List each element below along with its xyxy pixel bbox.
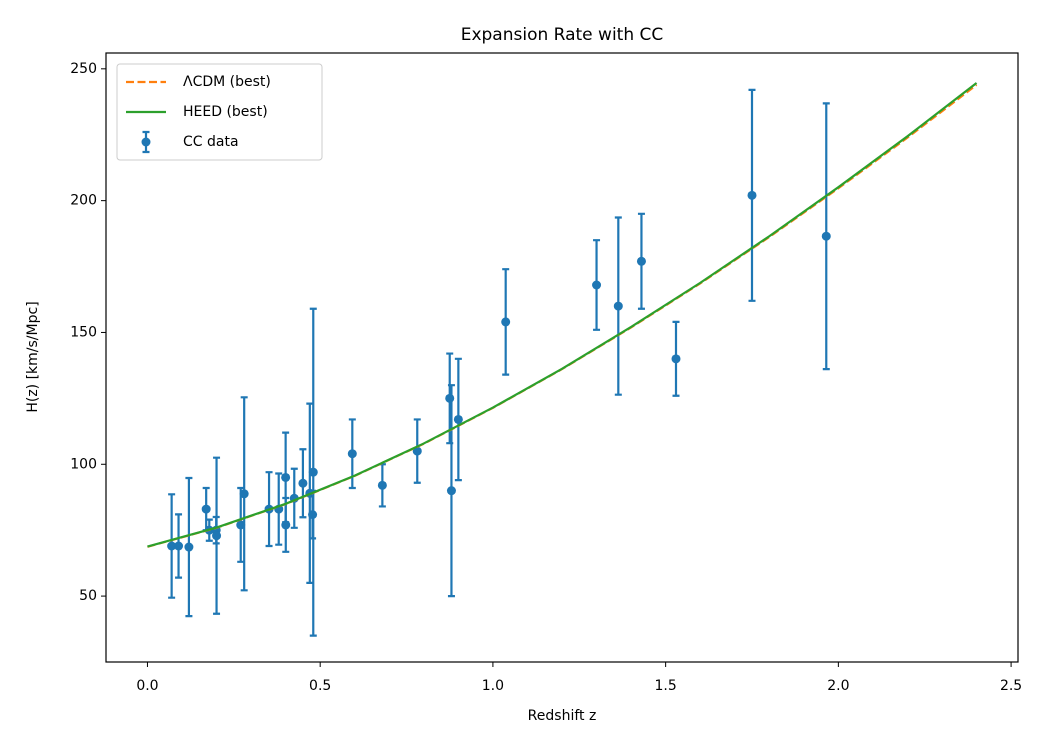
data-point [412, 446, 422, 456]
data-point [445, 393, 455, 403]
y-tick-label: 150 [70, 324, 97, 340]
data-point [174, 541, 184, 551]
line [147, 82, 978, 548]
data-point [821, 231, 831, 241]
data-point [636, 256, 646, 266]
x-tick-label: 2.0 [827, 678, 849, 694]
data-point [453, 414, 463, 424]
data-point [747, 190, 757, 200]
x-tick-label: 1.5 [655, 678, 677, 694]
x-tick-label: 0.5 [309, 678, 331, 694]
data-point [298, 478, 308, 488]
data-point [201, 504, 211, 514]
x-axis-label: Redshift z [528, 708, 597, 724]
legend-box [116, 63, 323, 161]
data-point [239, 489, 249, 499]
y-tick-label: 100 [70, 456, 97, 472]
data-point [446, 486, 456, 496]
data-point [184, 542, 194, 552]
legend-label: CC data [183, 134, 239, 150]
data-point [281, 520, 291, 530]
chart-title: Expansion Rate with CC [461, 25, 664, 45]
data-point [167, 541, 177, 551]
plot-frame [105, 52, 1019, 663]
y-tick-label: 200 [70, 193, 97, 209]
y-axis-label: H(z) [km/s/Mpc] [25, 301, 41, 412]
data-point [671, 354, 681, 364]
data-point [236, 520, 246, 530]
data-point [281, 472, 291, 482]
y-tick-label: 250 [70, 61, 97, 77]
x-tick-label: 1.0 [482, 678, 504, 694]
x-tick-label: 0.0 [136, 678, 158, 694]
legend-label: HEED (best) [183, 104, 268, 120]
data-point [212, 531, 222, 541]
y-tick-label: 50 [79, 588, 97, 604]
data-point [347, 449, 357, 459]
data-point [613, 301, 623, 311]
data-point [377, 480, 387, 490]
data-point [592, 280, 602, 290]
legend-label: ΛCDM (best) [183, 74, 271, 90]
x-tick-label: 2.5 [1000, 678, 1022, 694]
data-point [501, 317, 511, 327]
legend-marker [141, 137, 151, 147]
data-point [308, 467, 318, 477]
